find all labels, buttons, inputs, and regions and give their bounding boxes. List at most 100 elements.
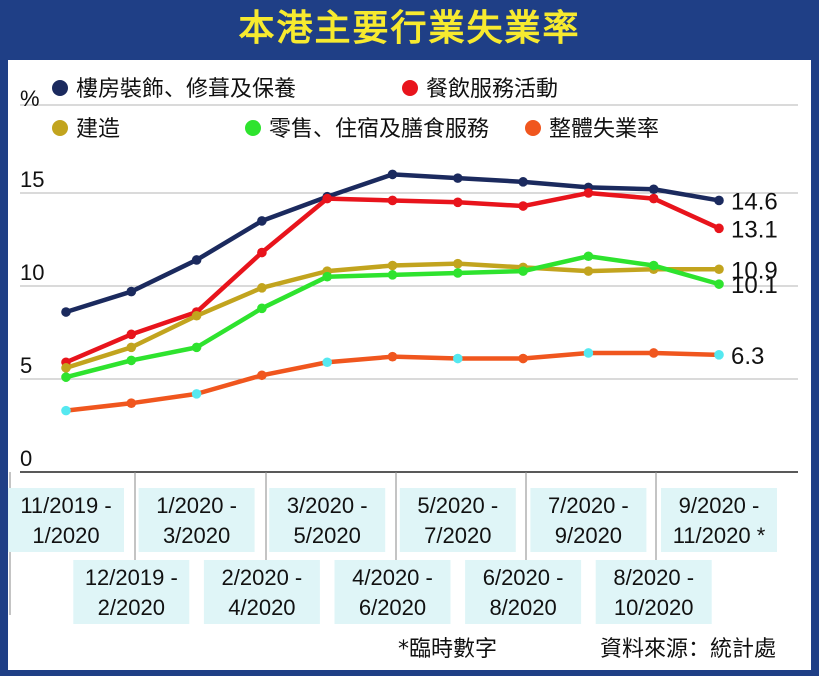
x-category-box-9 [595, 560, 712, 624]
series-3-point-4 [322, 271, 333, 282]
series-0-point-3 [257, 216, 267, 226]
series-4-point-4 [322, 357, 333, 368]
series-3-point-9 [648, 260, 659, 271]
x-category-5: 4/2020 - 6/2020 [334, 560, 451, 624]
x-category-label-10-1: 11/2020 * [673, 523, 766, 548]
series-4-point-10 [714, 350, 724, 360]
x-category-label-2-0: 1/2020 - [156, 493, 237, 518]
y-tick-label-2: 10 [20, 260, 44, 285]
series-line-4 [65, 350, 720, 413]
legend-label-0: 樓房裝飾、修葺及保養 [76, 77, 296, 102]
x-category-label-2-1: 3/2020 [163, 523, 230, 548]
series-4-point-8 [583, 348, 594, 358]
x-category-label-6-0: 5/2020 - [417, 493, 498, 518]
x-category-label-1-1: 2/2020 [98, 595, 165, 620]
legend-label-4: 整體失業率 [549, 117, 659, 142]
series-2-point-10 [714, 264, 724, 275]
series-1-point-1 [126, 329, 137, 340]
series-4-point-9 [648, 348, 659, 358]
series-3-point-8 [583, 251, 594, 262]
series-4-point-0 [61, 405, 71, 416]
chart-panel: 樓房裝飾、修葺及保養 餐飲服務活動 建造 零售、住宿及膳食服務 整體失業率 % 0 5 10 1… [8, 60, 811, 670]
legend-marker-3 [245, 120, 261, 136]
series-2-point-8 [583, 266, 594, 276]
series-3-end-label: 10.1 [731, 272, 778, 299]
series-layer: 14.613.1 10.910.1 6.3 [61, 169, 778, 416]
series-0-point-1 [126, 286, 137, 297]
x-category-box-6 [399, 488, 516, 552]
series-3-point-7 [518, 266, 528, 276]
series-3-point-5 [387, 270, 398, 280]
series-0-point-7 [518, 177, 528, 187]
x-category-box-1 [73, 560, 190, 624]
y-tick-label-0: 0 [20, 446, 32, 471]
chart-title: 本港主要行業失業率 [238, 8, 581, 49]
x-category-box-0 [8, 488, 124, 552]
series-4-point-6 [453, 353, 463, 364]
series-3-point-10 [714, 279, 724, 289]
source-note: 資料來源：統計處 [600, 637, 776, 662]
x-category-label-9-0: 8/2020 - [613, 565, 694, 590]
legend-label-2: 建造 [76, 117, 120, 142]
grid [20, 104, 798, 380]
series-4-point-3 [257, 370, 267, 381]
x-category-label-5-0: 4/2020 - [352, 565, 433, 590]
y-axis: % 0 5 10 15 [20, 86, 44, 471]
series-0-end-label: 14.6 [731, 188, 778, 215]
x-category-box-10 [661, 488, 777, 552]
x-category-box-2 [138, 488, 255, 552]
legend-marker-1 [402, 80, 418, 96]
series-2-point-6 [453, 258, 463, 269]
series-3-point-6 [453, 268, 463, 278]
series-2-point-3 [257, 283, 267, 293]
series-1-end-label: 13.1 [731, 216, 778, 243]
x-category-label-7-1: 8/2020 [489, 595, 556, 620]
x-category-box-8 [530, 488, 647, 552]
series-4-point-2 [191, 389, 202, 399]
series-0: 14.6 [61, 169, 778, 317]
x-category-6: 5/2020 - 7/2020 [399, 488, 516, 552]
series-4-point-7 [518, 353, 528, 364]
series-2-point-5 [387, 260, 398, 271]
series-1-point-8 [583, 188, 594, 198]
series-3: 10.1 [61, 251, 778, 382]
y-tick-label-1: 5 [20, 353, 32, 378]
series-3-point-2 [191, 342, 202, 353]
series-4: 6.3 [61, 343, 764, 416]
series-0-point-0 [61, 307, 71, 317]
x-category-box-5 [334, 560, 451, 624]
x-category-label-9-1: 10/2020 [614, 595, 694, 620]
x-category-2: 1/2020 - 3/2020 [138, 488, 255, 552]
series-4-end-label: 6.3 [731, 343, 764, 370]
x-category-label-0-0: 11/2019 - [20, 493, 111, 518]
x-category-label-5-1: 6/2020 [359, 595, 426, 620]
x-category-10: 9/2020 - 11/2020 * [661, 488, 777, 552]
x-category-label-7-0: 6/2020 - [483, 565, 564, 590]
x-category-label-3-0: 2/2020 - [222, 565, 303, 590]
x-category-7: 6/2020 - 8/2020 [465, 560, 582, 624]
x-category-box-3 [203, 560, 320, 624]
series-0-point-2 [191, 255, 202, 265]
x-category-9: 8/2020 - 10/2020 [595, 560, 712, 624]
x-category-label-0-1: 1/2020 [32, 523, 99, 548]
series-2: 10.9 [61, 257, 778, 373]
x-category-label-8-1: 9/2020 [555, 523, 622, 548]
series-1-point-7 [518, 201, 528, 211]
legend-marker-2 [52, 120, 68, 136]
x-category-label-4-1: 5/2020 [294, 523, 361, 548]
series-1: 13.1 [61, 188, 778, 368]
series-0-point-10 [714, 195, 724, 206]
legend-marker-4 [525, 120, 541, 136]
series-3-point-1 [126, 355, 137, 366]
x-category-label-3-1: 4/2020 [228, 595, 295, 620]
y-tick-label-3: 15 [20, 167, 44, 192]
series-2-point-1 [126, 342, 137, 353]
x-category-box-7 [465, 560, 582, 624]
x-category-label-1-0: 12/2019 - [85, 565, 178, 590]
x-category-8: 7/2020 - 9/2020 [530, 488, 647, 552]
series-1-point-3 [257, 247, 267, 258]
x-category-box-4 [269, 488, 386, 552]
footnote: *臨時數字 [398, 637, 497, 662]
